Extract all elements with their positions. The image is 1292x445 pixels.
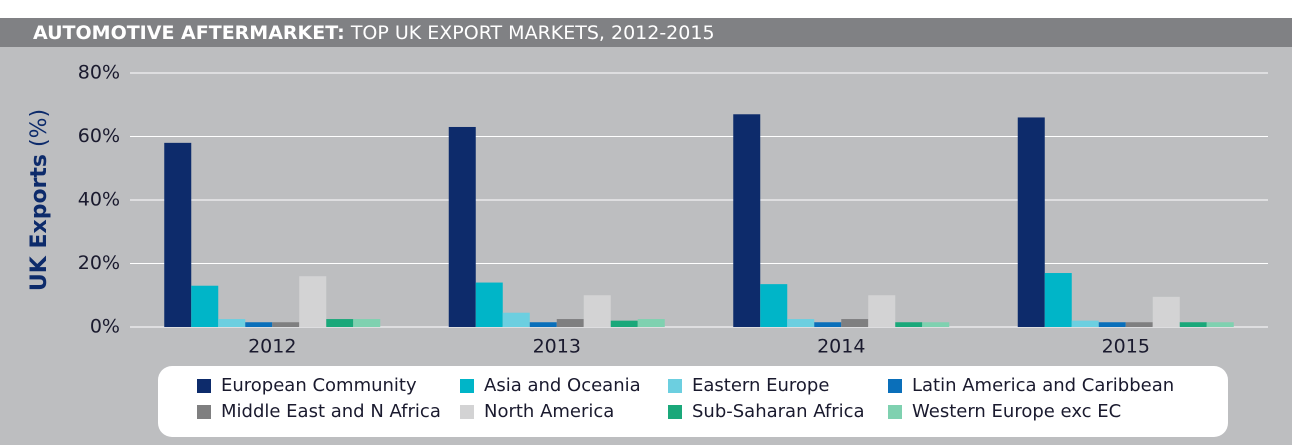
legend-swatch <box>197 379 211 393</box>
legend-swatch <box>888 405 902 419</box>
bar <box>475 282 503 327</box>
bar <box>1179 322 1207 327</box>
bar <box>245 322 273 327</box>
bar <box>1125 322 1153 327</box>
bar <box>1206 322 1234 327</box>
bar <box>556 319 584 327</box>
bar <box>299 276 327 327</box>
bar <box>814 322 842 327</box>
y-axis-label: UK Exports (%) <box>27 109 52 291</box>
y-tick-label: 20% <box>78 252 120 274</box>
y-label-bold: UK Exports <box>27 154 52 291</box>
legend-label: Eastern Europe <box>692 375 829 396</box>
bar <box>733 114 761 328</box>
bar <box>583 295 611 327</box>
legend-label: Latin America and Caribbean <box>912 375 1174 396</box>
legend-swatch <box>197 405 211 419</box>
header-bar <box>0 18 1292 47</box>
bar <box>164 142 192 327</box>
legend-label: Western Europe exc EC <box>912 401 1121 422</box>
bar <box>895 322 923 327</box>
legend-label: Asia and Oceania <box>484 375 641 396</box>
x-tick-label: 2015 <box>1102 336 1150 358</box>
bar <box>191 285 219 327</box>
bar <box>841 319 869 327</box>
bar <box>637 319 665 327</box>
bar <box>760 284 788 327</box>
x-tick-label: 2013 <box>533 336 581 358</box>
legend-swatch <box>668 405 682 419</box>
x-tick-label: 2012 <box>248 336 296 358</box>
x-tick-label: 2014 <box>817 336 865 358</box>
chart-title: AUTOMOTIVE AFTERMARKET: TOP UK EXPORT MA… <box>33 22 715 44</box>
bar <box>353 319 381 327</box>
bar <box>1098 322 1126 327</box>
y-label-rest: (%) <box>27 109 52 147</box>
legend-label: Sub-Saharan Africa <box>692 401 865 422</box>
y-tick-label: 40% <box>78 189 120 211</box>
legend-label: European Community <box>221 375 417 396</box>
bar <box>448 126 476 327</box>
bar <box>326 319 354 327</box>
y-tick-label: 0% <box>90 316 120 338</box>
bar <box>610 320 638 327</box>
title-rest: TOP UK EXPORT MARKETS, 2012-2015 <box>350 22 715 44</box>
bar <box>787 319 815 327</box>
legend-box <box>158 366 1228 437</box>
legend-swatch <box>888 379 902 393</box>
bar <box>502 312 530 327</box>
title-bold: AUTOMOTIVE AFTERMARKET: <box>33 22 345 44</box>
legend-label: North America <box>484 401 614 422</box>
bar <box>1044 273 1072 327</box>
legend-swatch <box>460 379 474 393</box>
legend-swatch <box>460 405 474 419</box>
bar <box>1017 117 1045 327</box>
y-tick-label: 60% <box>78 125 120 147</box>
bar <box>529 322 557 327</box>
legend-swatch <box>668 379 682 393</box>
legend-label: Middle East and N Africa <box>221 401 441 422</box>
bar <box>1152 296 1180 327</box>
bar <box>1071 320 1099 327</box>
bar <box>218 319 246 327</box>
bar <box>272 322 300 327</box>
y-tick-label: 80% <box>78 62 120 84</box>
bar <box>868 295 896 327</box>
bar <box>922 322 950 327</box>
